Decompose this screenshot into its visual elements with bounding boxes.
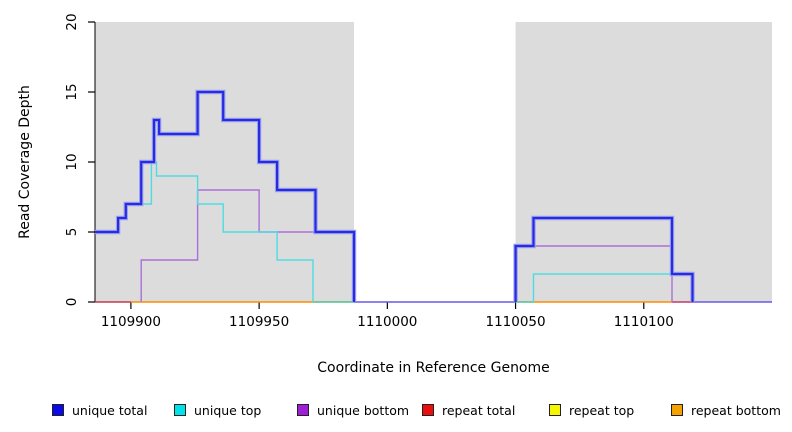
x-tick-label: 1110000 — [357, 314, 418, 330]
legend-swatch-icon — [297, 404, 309, 416]
x-tick-label: 1110100 — [613, 314, 674, 330]
legend-swatch-icon — [671, 404, 683, 416]
legend-item-repeat-bottom: repeat bottom — [671, 402, 781, 418]
y-tick-label: 5 — [64, 227, 80, 237]
x-tick-label: 1110050 — [485, 314, 546, 330]
legend-swatch-icon — [52, 404, 64, 416]
y-tick-label: 10 — [64, 153, 80, 171]
legend-swatch-icon — [174, 404, 186, 416]
x-tick-label: 1109900 — [100, 314, 161, 330]
legend-label: unique top — [194, 402, 262, 418]
legend-item-repeat-total: repeat total — [422, 402, 516, 418]
series-line-unique-total — [95, 90, 356, 302]
shaded-region — [515, 22, 772, 302]
legend-item-unique-bottom: unique bottom — [297, 402, 410, 418]
series-line-unique-total — [514, 216, 694, 302]
legend-item-unique-total: unique total — [52, 402, 148, 418]
legend-label: repeat top — [569, 402, 635, 418]
x-axis-title: Coordinate in Reference Genome — [317, 360, 550, 376]
y-tick-label: 15 — [64, 83, 80, 101]
shaded-region — [95, 22, 355, 302]
x-tick-label: 1109950 — [229, 314, 290, 330]
legend-item-repeat-top: repeat top — [549, 402, 635, 418]
y-tick-label: 0 — [64, 297, 80, 307]
y-axis-title: Read Coverage Depth — [17, 85, 33, 239]
legend-label: unique total — [72, 402, 148, 418]
y-tick-label: 20 — [64, 13, 80, 31]
legend-label: repeat total — [442, 402, 516, 418]
legend-item-unique-top: unique top — [174, 402, 262, 418]
legend-swatch-icon — [549, 404, 561, 416]
legend-swatch-icon — [422, 404, 434, 416]
legend-label: repeat bottom — [691, 402, 781, 418]
legend-label: unique bottom — [317, 402, 410, 418]
